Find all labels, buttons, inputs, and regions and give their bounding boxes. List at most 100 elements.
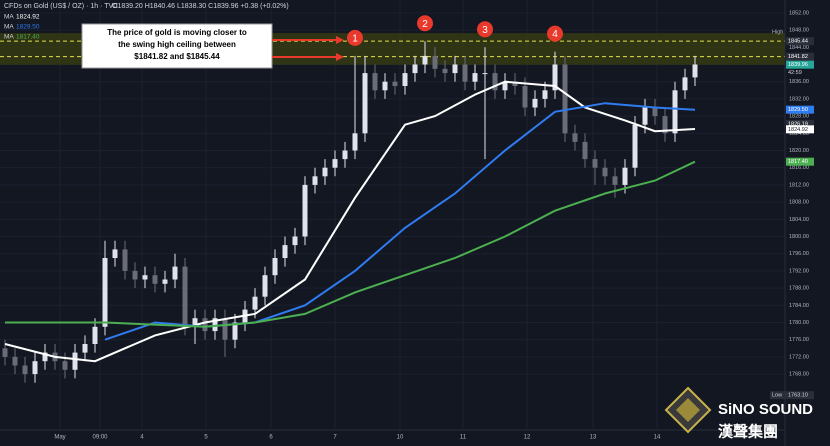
- note-line: The price of gold is moving closer to: [107, 28, 247, 37]
- ma-line: [4, 80, 696, 363]
- candle-body: [212, 318, 218, 332]
- y-tick-label: 1772.00: [789, 354, 809, 360]
- candle-body: [142, 275, 148, 280]
- candle-body: [372, 73, 378, 91]
- candle-body: [432, 55, 438, 69]
- candle-body: [112, 249, 118, 258]
- x-tick-label: 7: [333, 435, 337, 441]
- candle-body: [532, 98, 538, 108]
- logo-subtitle: 漢聲集團: [718, 423, 778, 441]
- candle-body: [482, 73, 488, 75]
- legend-name: MA: [4, 14, 14, 21]
- candle-body: [92, 326, 98, 344]
- candle-body: [392, 81, 398, 86]
- candle-body: [672, 90, 678, 134]
- candle-body: [612, 176, 618, 185]
- candle-body: [292, 236, 298, 246]
- candle-body: [332, 159, 338, 168]
- annotation-marker: [547, 25, 563, 42]
- candle-body: [592, 159, 598, 168]
- candle-body: [422, 55, 428, 65]
- candle-body: [572, 133, 578, 142]
- ohlc-readout: O1839.20 H1840.46 L1838.30 C1839.96 +0.3…: [112, 3, 289, 10]
- y-tick-label: 1792.00: [789, 268, 809, 274]
- y-tick-label: 1796.00: [789, 251, 809, 257]
- candle-body: [202, 318, 208, 332]
- price-axis: [785, 0, 830, 446]
- candle-body: [342, 150, 348, 160]
- legend-name: MA: [4, 24, 14, 31]
- candle-body: [552, 64, 558, 91]
- y-tick-label: 1828.00: [789, 114, 809, 120]
- candle-body: [102, 258, 108, 327]
- candle-body: [232, 322, 238, 340]
- candle-body: [502, 81, 508, 91]
- candle-body: [362, 73, 368, 134]
- y-tick-label: 1832.00: [789, 96, 809, 102]
- candle-body: [662, 116, 668, 134]
- candle-body: [272, 258, 278, 276]
- annotation-label: 1: [352, 34, 358, 45]
- candle-body: [472, 73, 478, 82]
- candle-body: [182, 266, 188, 327]
- y-tick-label: 1804.00: [789, 217, 809, 223]
- candle-body: [42, 352, 48, 362]
- y-tick-label: 1784.00: [789, 303, 809, 309]
- y-tick-label: 1844.00: [789, 45, 809, 51]
- price-label-box: [786, 105, 814, 114]
- candle-body: [522, 86, 528, 108]
- chart-title: CFDs on Gold (US$ / OZ) · 1h · TVC: [4, 3, 118, 10]
- candle-body: [32, 361, 38, 375]
- candle-body: [132, 270, 138, 280]
- note-line: the swing high ceiling between: [118, 40, 236, 49]
- candle-body: [262, 275, 268, 297]
- candle-body: [122, 249, 128, 271]
- logo-icon: [676, 398, 700, 422]
- candle-body: [452, 64, 458, 74]
- candle-body: [162, 279, 168, 284]
- candle-body: [152, 275, 158, 284]
- y-tick-label: 1820.00: [789, 148, 809, 154]
- x-tick-label: 4: [140, 435, 144, 441]
- annotation-marker: [347, 29, 363, 46]
- candle-body: [642, 107, 648, 125]
- y-tick-label: 1852.00: [789, 10, 809, 16]
- candle-body: [72, 352, 78, 370]
- candle-body: [402, 73, 408, 86]
- x-tick-label: 6: [269, 435, 273, 441]
- axes: 1768.00 1772.00 1776.00 1780.00 1784.00 1788.…: [54, 10, 814, 441]
- candle-body: [682, 77, 688, 91]
- price-label: 1826.19: [788, 121, 808, 127]
- price-label-box: [786, 52, 814, 61]
- x-tick-label: 12: [524, 435, 531, 441]
- candle-body: [252, 296, 258, 310]
- x-tick-label: 09:00: [92, 435, 108, 441]
- legend-value: 1824.92: [16, 14, 40, 21]
- candle-body: [172, 266, 178, 280]
- legend-value: 1817.40: [16, 34, 40, 41]
- x-tick-label: 5: [204, 435, 208, 441]
- price-label-box: [786, 60, 814, 69]
- candle-body: [322, 167, 328, 177]
- candle-body: [622, 167, 628, 185]
- logo: SiNO SOUND 漢聲集團: [664, 386, 813, 441]
- price-label-box: [786, 119, 814, 128]
- candle-body: [82, 344, 88, 353]
- y-tick-label: 1776.00: [789, 337, 809, 343]
- candle-body: [512, 81, 518, 86]
- high-label: High: [772, 30, 783, 36]
- note-box: [81, 23, 273, 69]
- candle-body: [2, 348, 8, 357]
- x-tick-label: 14: [654, 435, 661, 441]
- x-tick-label: 13: [590, 435, 597, 441]
- header: CFDs on Gold (US$ / OZ) · 1h · TVC O1839…: [4, 3, 289, 10]
- x-tick-label: 11: [460, 435, 467, 441]
- candle-body: [692, 64, 698, 78]
- countdown: 42:59: [788, 70, 802, 76]
- legend-name: MA: [4, 34, 14, 41]
- arrow-head: [336, 36, 344, 44]
- arrow-head: [336, 53, 344, 61]
- candle-body: [542, 90, 548, 99]
- candle-body: [492, 73, 498, 91]
